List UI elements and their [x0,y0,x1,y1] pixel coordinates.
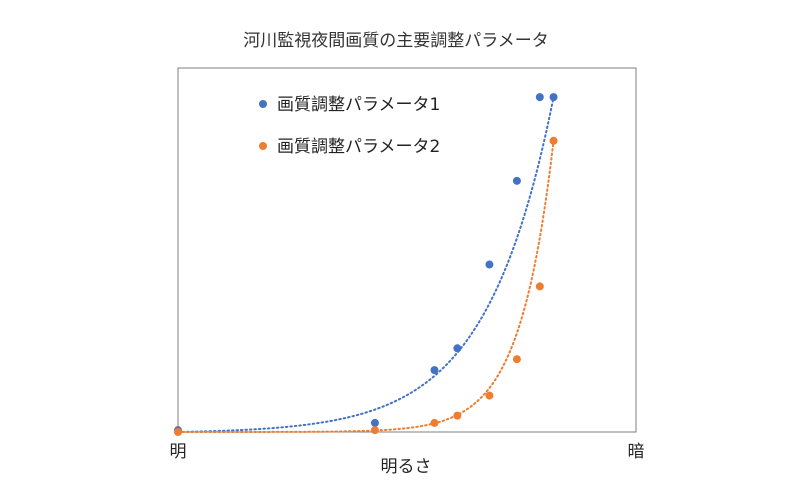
trendline-layer [177,96,555,433]
data-point-series-1-2 [370,418,379,427]
data-point-series-1-8 [549,93,558,102]
data-point-series-1-4 [453,344,462,353]
trendline-series-1 [177,96,555,433]
data-point-series-2-7 [535,282,544,291]
legend-label-series-1: 画質調整パラメータ1 [277,95,440,115]
legend-marker-series-1 [259,100,267,108]
data-point-series-2-3 [430,418,439,427]
legend-label-series-2: 画質調整パラメータ2 [277,137,440,157]
data-point-series-2-6 [512,355,521,364]
plot-area-frame [177,67,637,433]
legend: 画質調整パラメータ1 画質調整パラメータ2 [259,95,440,157]
data-point-series-2-4 [453,411,462,420]
x-axis-label: 明るさ [381,457,432,477]
data-point-series-1-6 [512,176,521,185]
data-point-series-1-3 [430,366,439,375]
data-point-series-1-7 [535,93,544,102]
data-point-series-2-2 [370,426,379,435]
points-layer [174,93,558,436]
data-point-series-2-1 [174,428,182,436]
x-tick-label-right: 暗 [628,442,645,462]
x-tick-label-left: 明 [170,442,187,462]
trendline-series-2 [177,139,555,433]
legend-marker-series-2 [259,142,267,150]
data-point-series-2-5 [485,391,494,400]
data-point-series-1-5 [485,260,494,269]
chart-title: 河川監視夜間画質の主要調整パラメータ [243,31,549,51]
data-point-series-2-8 [549,136,558,145]
